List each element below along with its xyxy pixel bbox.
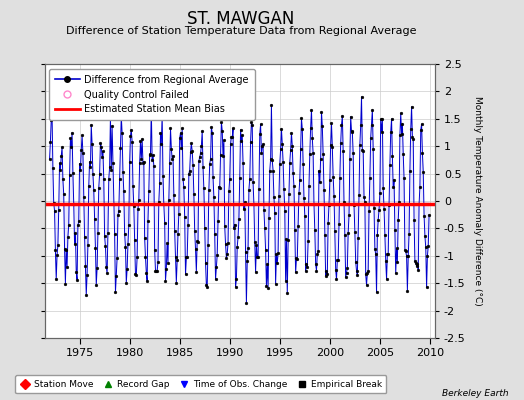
Text: Berkeley Earth: Berkeley Earth xyxy=(442,389,508,398)
Legend: Station Move, Record Gap, Time of Obs. Change, Empirical Break: Station Move, Record Gap, Time of Obs. C… xyxy=(15,376,386,394)
Legend: Difference from Regional Average, Quality Control Failed, Estimated Station Mean: Difference from Regional Average, Qualit… xyxy=(49,69,255,120)
Y-axis label: Monthly Temperature Anomaly Difference (°C): Monthly Temperature Anomaly Difference (… xyxy=(473,96,483,306)
Text: Difference of Station Temperature Data from Regional Average: Difference of Station Temperature Data f… xyxy=(66,26,416,36)
Text: ST. MAWGAN: ST. MAWGAN xyxy=(188,10,294,28)
